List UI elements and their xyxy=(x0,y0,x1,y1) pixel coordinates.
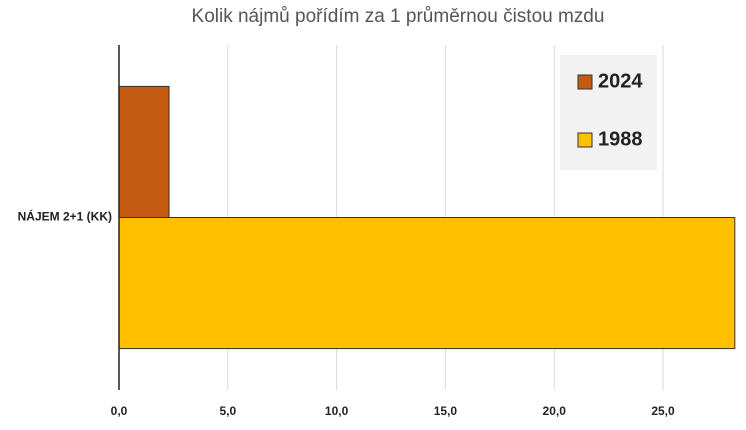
x-tick-label: 5,0 xyxy=(219,404,236,418)
x-tick-label: 20,0 xyxy=(543,404,567,418)
legend-swatch xyxy=(577,74,593,90)
bar xyxy=(118,217,736,350)
legend-label: 1988 xyxy=(598,128,643,150)
x-tick-label: 15,0 xyxy=(434,404,458,418)
y-tick-label: NÁJEM 2+1 (KK) xyxy=(18,209,112,224)
bar xyxy=(118,85,170,219)
x-tick-label: 0,0 xyxy=(111,404,128,418)
legend-swatch xyxy=(577,132,593,148)
x-tick-label: 10,0 xyxy=(325,404,349,418)
chart-title: Kolik nájmů pořídím za 1 průměrnou čisto… xyxy=(192,6,605,27)
legend-label: 2024 xyxy=(598,70,643,92)
x-tick-label: 25,0 xyxy=(651,404,675,418)
legend-box xyxy=(560,55,657,170)
